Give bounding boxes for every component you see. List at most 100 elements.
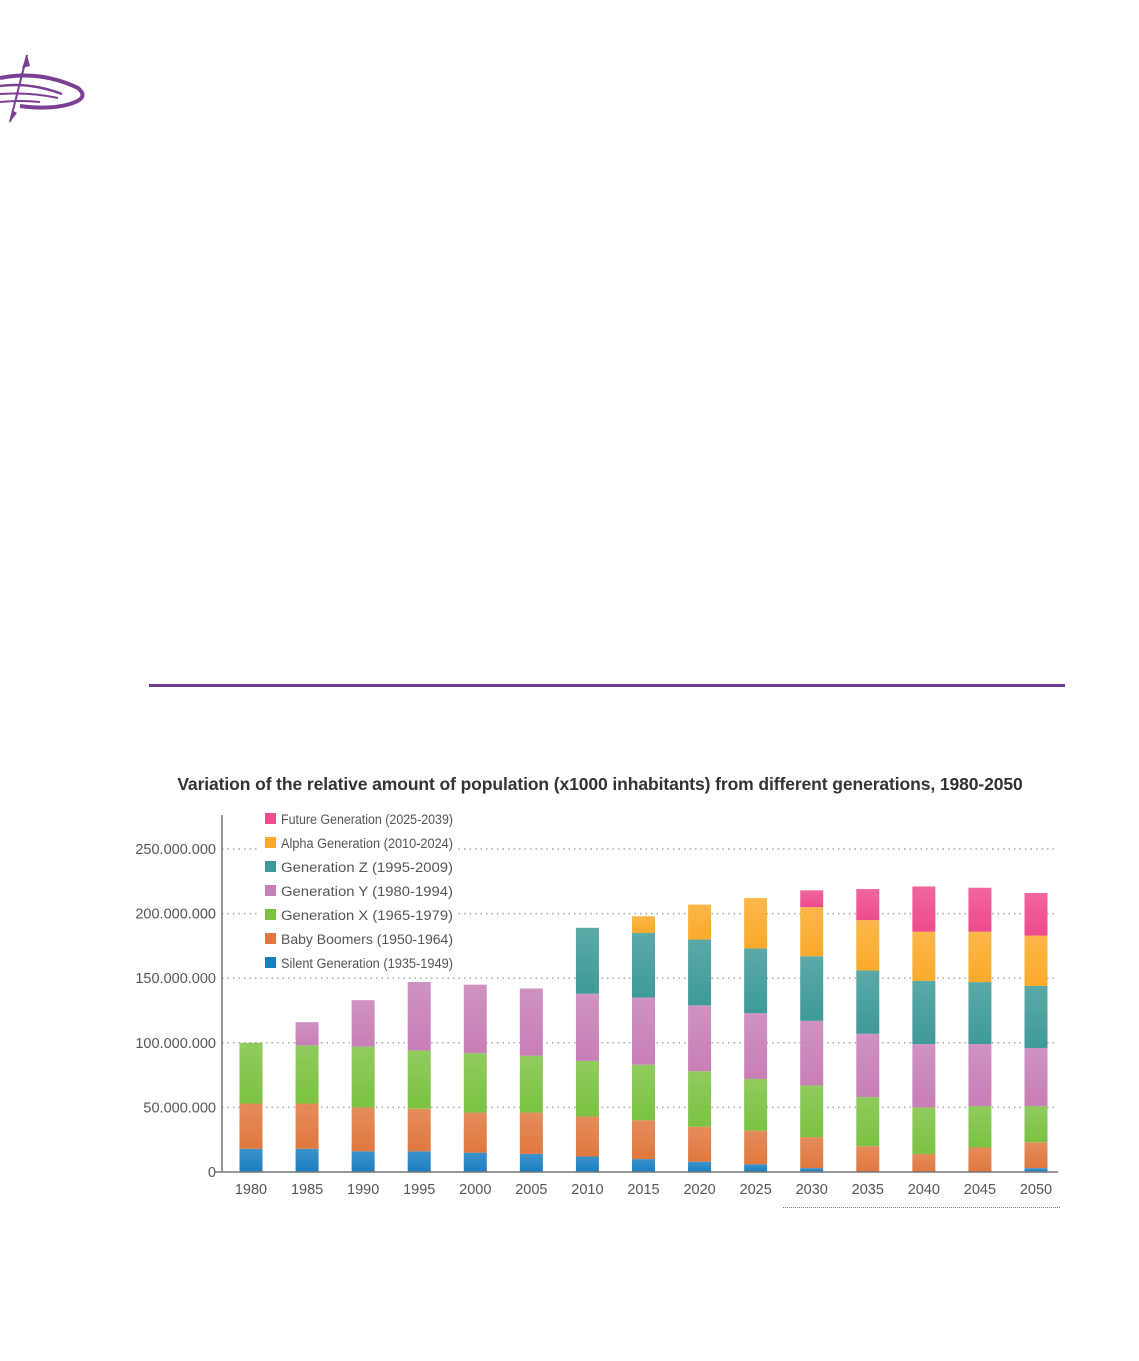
legend-swatch [265,861,276,872]
x-tick-label: 2000 [459,1182,491,1198]
logo-icon [0,54,85,123]
bar-1985-2 [295,1045,319,1104]
bar-1995-2 [407,1050,431,1109]
legend-label: Future Generation (2025-2039) [281,812,453,827]
bar-2010-1 [575,1116,599,1157]
bar-2025-4 [744,948,768,1014]
legend-label: Silent Generation (1935-1949) [281,956,453,971]
bar-2030-2 [800,1085,824,1138]
y-tick-label: 0 [208,1165,216,1181]
bar-2015-2 [632,1064,655,1121]
bar-1980-1 [239,1103,263,1149]
bar-2015-1 [632,1120,655,1160]
x-tick-label: 2050 [1020,1182,1052,1198]
bar-2000-2 [463,1053,487,1113]
bar-2010-0 [575,1156,599,1172]
bar-2005-2 [519,1055,543,1113]
x-tick-label: 1985 [291,1182,323,1198]
dotted-divider [783,1207,1060,1208]
x-tick-label: 2045 [964,1182,996,1198]
bar-2035-6 [856,889,880,921]
section-divider [149,684,1065,687]
bar-2045-3 [968,1044,992,1107]
y-tick-label: 150.000.000 [135,971,216,987]
bar-1990-2 [351,1046,375,1108]
bar-1995-3 [407,982,431,1051]
bar-2020-0 [688,1161,712,1172]
bar-2035-1 [856,1146,880,1172]
legend-swatch [265,813,276,824]
bar-2040-6 [912,886,936,932]
bar-1980-2 [239,1042,263,1104]
bar-2025-3 [744,1013,768,1079]
x-tick-label: 2025 [740,1182,772,1198]
x-tick-label: 2020 [683,1182,715,1198]
legend-label: Baby Boomers (1950-1964) [281,932,453,947]
bar-2000-1 [463,1112,487,1153]
legend-swatch [265,837,276,848]
bar-2050-4 [1024,985,1048,1048]
bar-2050-0 [1024,1168,1048,1172]
bar-1985-1 [295,1103,319,1149]
bar-1990-3 [351,1000,375,1047]
bar-2050-2 [1024,1106,1048,1143]
bar-2045-1 [968,1147,992,1172]
bar-2045-4 [968,982,992,1045]
y-tick-label: 200.000.000 [135,907,216,923]
legend-label: Generation X (1965-1979) [281,908,453,923]
bar-1980-0 [239,1148,263,1172]
bar-2010-3 [575,993,599,1061]
legend-background [258,808,458,972]
x-tick-label: 1980 [235,1182,267,1198]
y-tick-label: 250.000.000 [135,842,216,858]
bar-2025-2 [744,1078,768,1131]
x-tick-label: 2005 [515,1182,547,1198]
bar-2050-1 [1024,1142,1048,1169]
bar-1985-0 [295,1148,319,1172]
legend-label: Generation Z (1995-2009) [281,860,453,875]
legend-swatch [265,909,276,920]
legend-swatch [265,885,276,896]
x-tick-label: 2035 [852,1182,884,1198]
bar-1990-0 [351,1151,375,1172]
y-tick-label: 50.000.000 [143,1100,216,1116]
x-tick-label: 2030 [796,1182,828,1198]
bar-2015-5 [632,916,655,933]
bar-2005-1 [519,1112,543,1154]
bar-2030-1 [800,1137,824,1169]
bar-2045-6 [968,887,992,932]
bar-2025-5 [744,898,768,949]
bar-1995-0 [407,1151,431,1172]
bar-1985-3 [295,1022,319,1046]
bar-2045-2 [968,1106,992,1148]
legend-label: Generation Y (1980-1994) [281,884,453,899]
x-tick-label: 2010 [571,1182,603,1198]
legend-swatch [265,957,276,968]
bar-2000-3 [463,984,487,1054]
x-tick-label: 1990 [347,1182,379,1198]
bar-2020-5 [688,904,712,940]
bar-2040-2 [912,1107,936,1154]
bar-2030-4 [800,956,824,1021]
bar-2020-3 [688,1005,712,1072]
bar-2015-3 [632,997,655,1065]
bar-2020-4 [688,939,712,1006]
bar-2050-5 [1024,935,1048,986]
bar-2040-5 [912,931,936,981]
bar-2035-3 [856,1033,880,1098]
bar-1995-1 [407,1108,431,1152]
bar-2035-5 [856,920,880,971]
bar-2050-6 [1024,892,1048,936]
legend-swatch [265,933,276,944]
bar-2025-0 [744,1164,768,1172]
bar-2010-2 [575,1060,599,1117]
chart-title: Variation of the relative amount of popu… [177,774,1023,794]
bar-2050-3 [1024,1047,1048,1107]
bar-2045-5 [968,931,992,983]
bar-2020-1 [688,1126,712,1162]
x-tick-label: 2015 [627,1182,659,1198]
bar-2040-3 [912,1044,936,1108]
x-tick-label: 2040 [908,1182,940,1198]
bar-2035-4 [856,970,880,1034]
